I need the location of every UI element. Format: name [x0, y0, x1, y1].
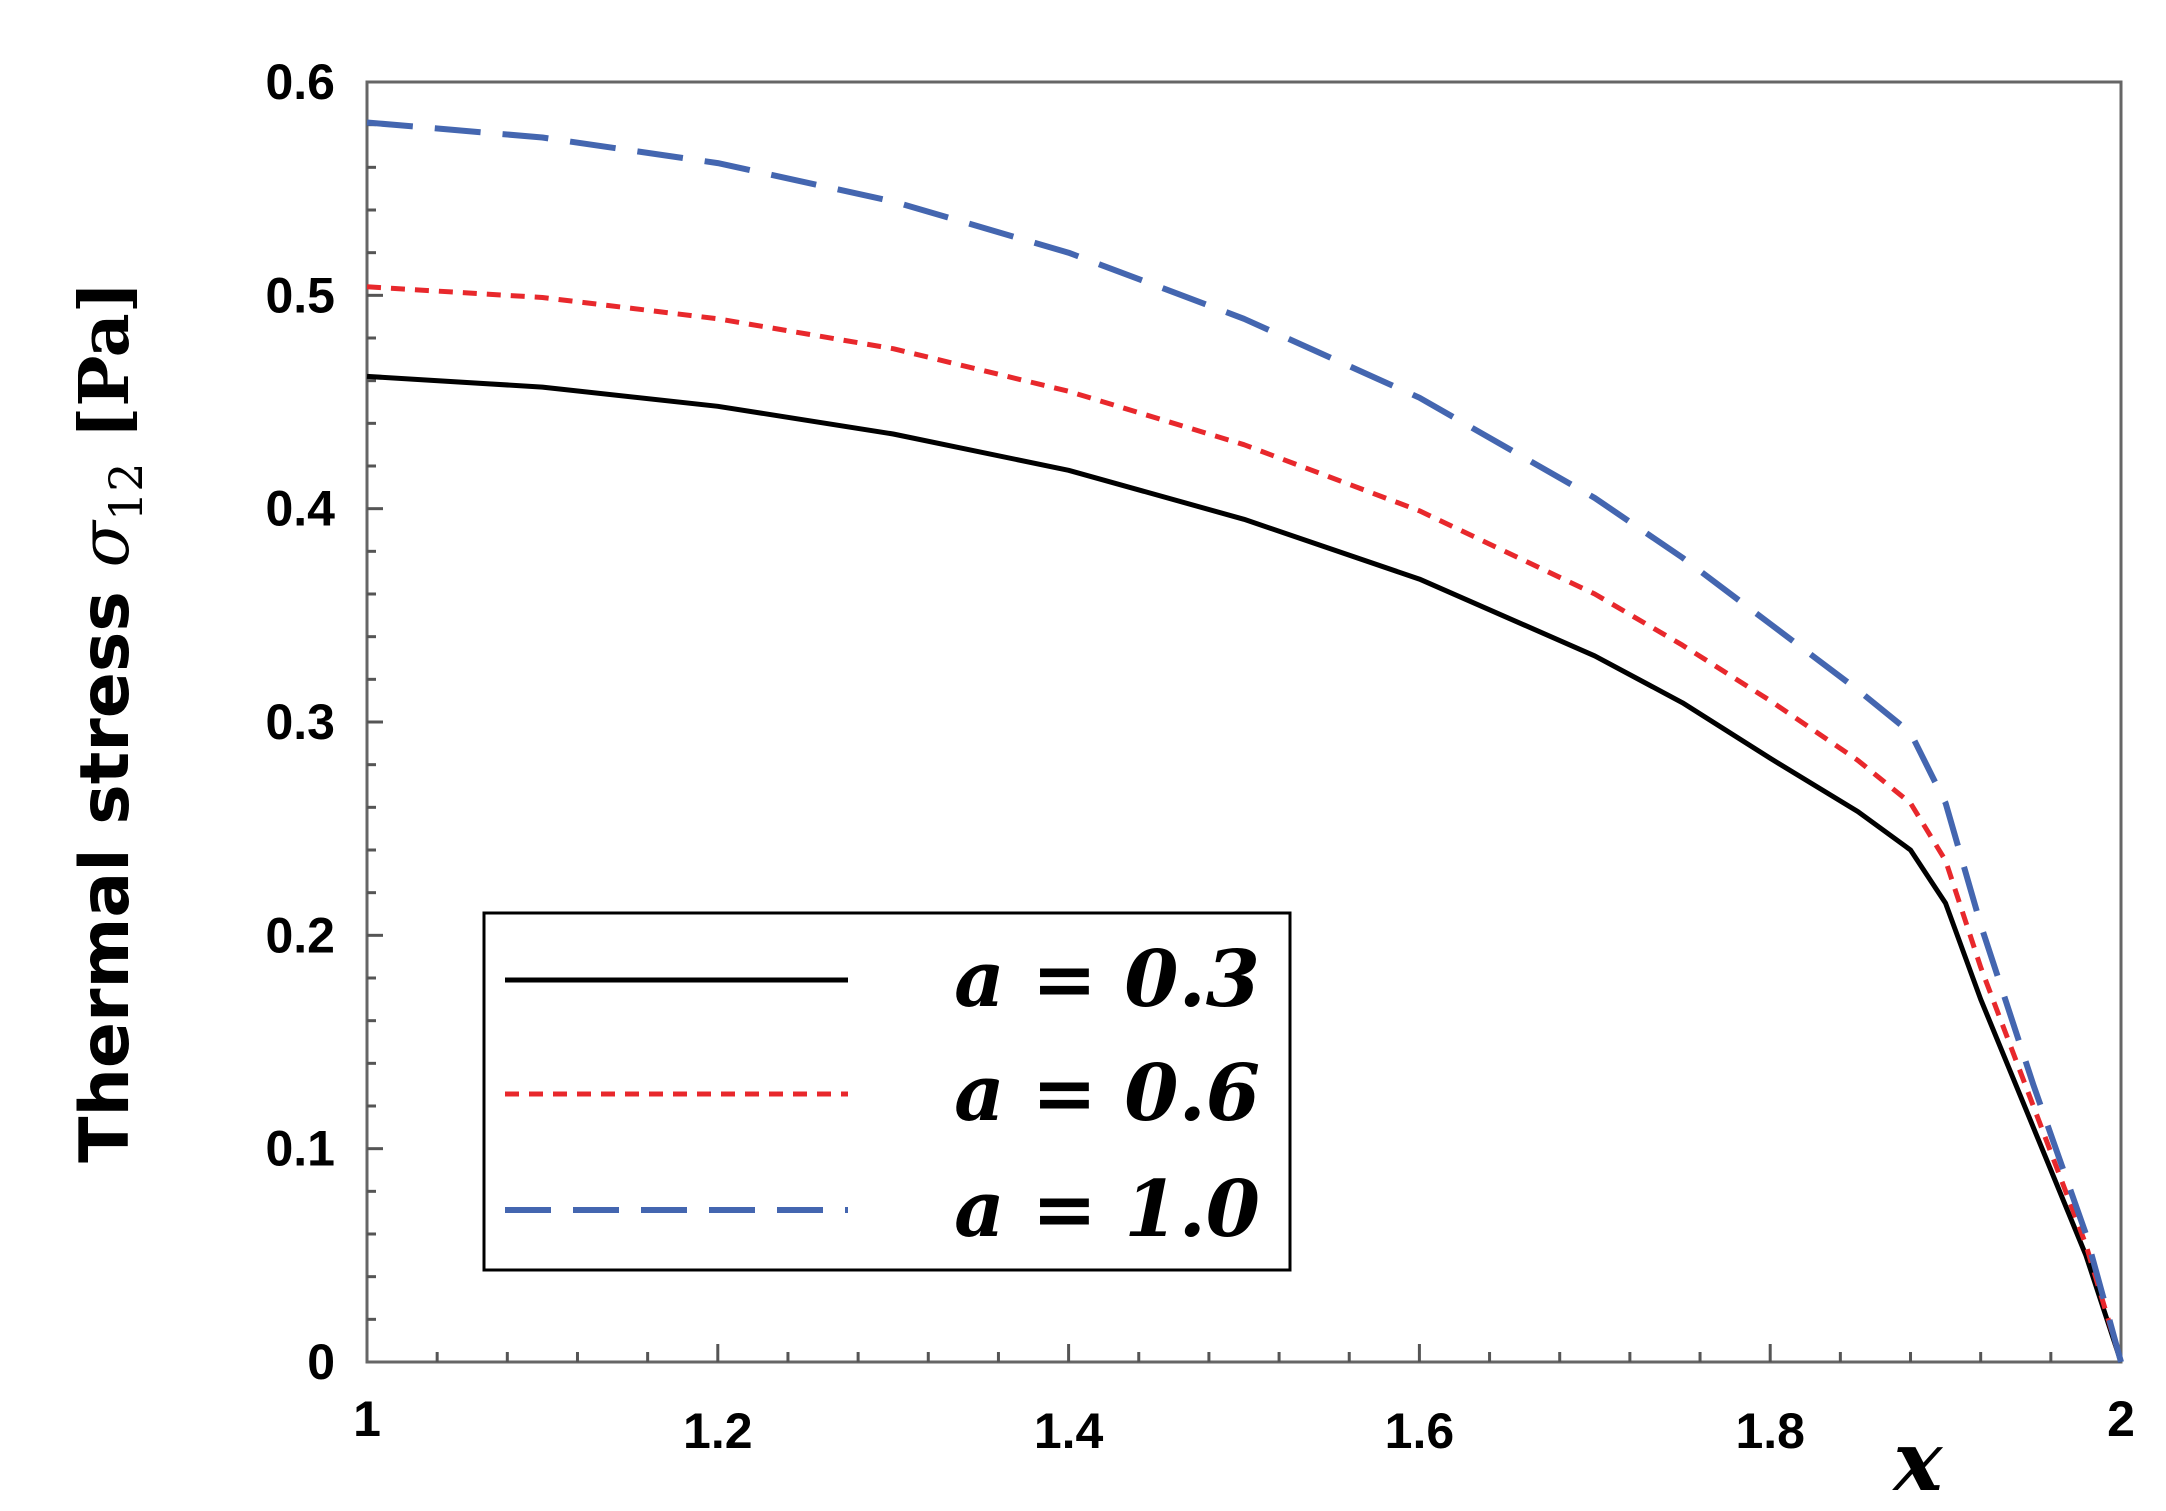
x-axis-label: x	[1892, 1414, 1944, 1510]
y-tick-labels: 0 0.1 0.2 0.3 0.4 0.5 0.6	[265, 54, 335, 1390]
x-tick-label: 2	[2107, 1391, 2135, 1447]
legend-label-2: a = 0.6	[954, 1048, 1260, 1139]
x-tick-label: 1.8	[1735, 1403, 1805, 1459]
series-line-3	[366, 119, 2124, 1363]
x-tick-label: 1.4	[1034, 1403, 1104, 1459]
y-axis-label: Thermal stress σ12 [Pa]	[65, 281, 153, 1163]
y-axis-label-subscript: 12	[99, 462, 153, 521]
y-minor-ticks	[367, 123, 383, 1321]
legend: a = 0.3 a = 0.6 a = 1.0	[482, 911, 1292, 1272]
x-tick-labels: 1 1.2 1.4 1.6 1.8 2	[353, 1391, 2135, 1459]
legend-label-3: a = 1.0	[954, 1164, 1260, 1255]
y-axis-label-unit: [Pa]	[65, 281, 145, 462]
series-lines	[366, 119, 2124, 1363]
y-tick-label: 0.2	[265, 907, 335, 963]
y-axis-label-symbol: σ	[66, 519, 145, 567]
series-line-1	[366, 373, 2124, 1363]
y-tick-label: 0.5	[265, 267, 335, 323]
y-tick-label: 0.4	[265, 481, 335, 537]
y-tick-label: 0.3	[265, 694, 335, 750]
y-tick-label: 0.6	[265, 54, 335, 110]
series-line-2	[366, 284, 2124, 1363]
y-tick-label: 0	[307, 1334, 335, 1390]
legend-label-1: a = 0.3	[954, 934, 1260, 1025]
y-tick-label: 0.1	[265, 1121, 335, 1177]
x-tick-label: 1	[353, 1391, 381, 1447]
x-tick-label: 1.2	[683, 1403, 753, 1459]
y-axis-label-main: Thermal stress	[66, 567, 145, 1162]
x-minor-ticks	[435, 1344, 2053, 1362]
x-tick-label: 1.6	[1385, 1403, 1455, 1459]
